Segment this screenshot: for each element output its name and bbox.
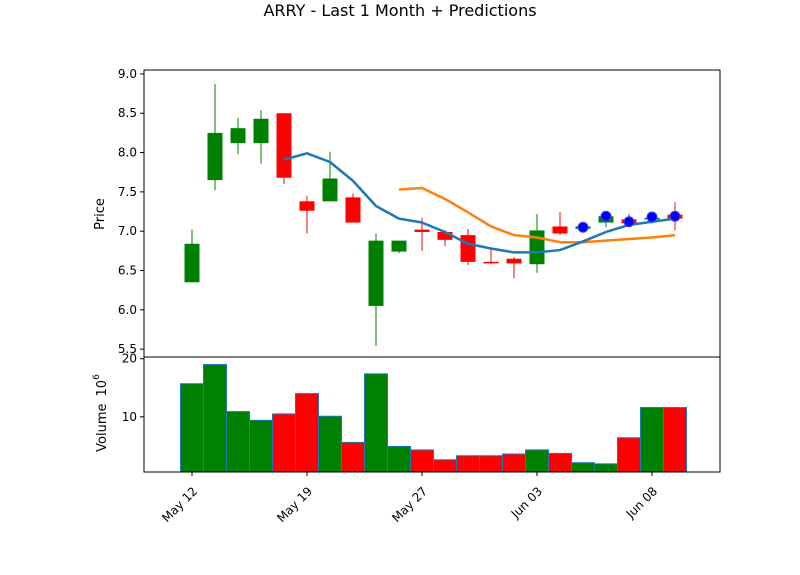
price-y-tick-label: 7.0 bbox=[118, 224, 137, 238]
chart-title: ARRY - Last 1 Month + Predictions bbox=[263, 1, 536, 20]
volume-bar bbox=[410, 449, 434, 473]
candle-body-down bbox=[483, 261, 499, 264]
volume-axis-label: Volume 106 bbox=[92, 374, 110, 452]
candle-body-down bbox=[299, 201, 315, 211]
volume-bar bbox=[479, 455, 503, 473]
prediction-point bbox=[577, 221, 589, 233]
volume-bar bbox=[640, 407, 664, 473]
volume-y-tick-label: 20 bbox=[122, 352, 137, 366]
prediction-point bbox=[600, 210, 612, 222]
volume-bar bbox=[571, 462, 595, 473]
price-axis-label: Price bbox=[93, 198, 108, 230]
volume-axis-label-text: Volume bbox=[95, 403, 110, 451]
volume-plot-area bbox=[180, 364, 687, 473]
candle-body-down bbox=[276, 113, 292, 178]
price-plot-area bbox=[184, 84, 683, 346]
volume-bar bbox=[502, 453, 526, 473]
volume-bar bbox=[433, 459, 457, 473]
prediction-point bbox=[646, 211, 658, 223]
volume-bar bbox=[617, 437, 641, 473]
prediction-point bbox=[669, 210, 681, 222]
volume-bar bbox=[548, 452, 572, 473]
volume-bar bbox=[341, 441, 365, 473]
price-y-tick-label: 9.0 bbox=[118, 67, 137, 81]
slow-moving-average-line bbox=[398, 186, 676, 244]
price-y-ticks: 5.5 6.0 6.5 7.0 7.5 8.0 8.5 9.0 bbox=[118, 67, 144, 356]
price-panel: 5.5 6.0 6.5 7.0 7.5 8.0 8.5 9.0 Price bbox=[93, 67, 721, 358]
fast-moving-average-line bbox=[283, 152, 676, 254]
volume-bar bbox=[318, 415, 342, 473]
candle-body-down bbox=[345, 197, 361, 223]
candle-body-up bbox=[184, 243, 200, 283]
candle-body-down bbox=[437, 231, 453, 240]
volume-bar bbox=[456, 455, 480, 473]
volume-bar bbox=[525, 449, 549, 473]
volume-axes-frame bbox=[143, 356, 721, 473]
volume-bar bbox=[272, 413, 296, 473]
prediction-point bbox=[623, 216, 635, 228]
price-y-tick-label: 8.0 bbox=[118, 146, 137, 160]
volume-bar bbox=[295, 393, 319, 473]
volume-axis-label-power: 6 bbox=[92, 374, 102, 380]
candle-body-up bbox=[529, 230, 545, 265]
price-y-tick-label: 6.0 bbox=[118, 303, 137, 317]
volume-y-tick-label: 10 bbox=[122, 410, 137, 424]
candle-body-up bbox=[230, 128, 246, 144]
volume-bar bbox=[663, 407, 687, 473]
candle-body-down bbox=[552, 226, 568, 234]
candle-body-up bbox=[322, 178, 338, 202]
volume-bar bbox=[249, 419, 273, 473]
volume-bar bbox=[364, 373, 388, 473]
candle-body-down bbox=[460, 235, 476, 262]
candle-body-down bbox=[506, 258, 522, 264]
volume-bar bbox=[180, 383, 204, 473]
price-y-tick-label: 7.5 bbox=[118, 185, 137, 199]
volume-bar bbox=[203, 364, 227, 473]
volume-bar bbox=[226, 411, 250, 473]
candle-body-up bbox=[207, 132, 223, 181]
candle-body-up bbox=[253, 118, 269, 144]
candle-body-up bbox=[391, 240, 407, 252]
candle-body-up bbox=[368, 240, 384, 306]
price-y-tick-label: 6.5 bbox=[118, 264, 137, 278]
candle-body-down bbox=[414, 229, 430, 232]
volume-bar bbox=[594, 463, 618, 473]
price-y-tick-label: 8.5 bbox=[118, 106, 137, 120]
volume-bar bbox=[387, 445, 411, 473]
volume-axis-label-base: 10 bbox=[95, 380, 110, 397]
volume-y-ticks: 10 20 bbox=[122, 352, 144, 424]
price-y-tick-label: 5.5 bbox=[118, 342, 137, 356]
